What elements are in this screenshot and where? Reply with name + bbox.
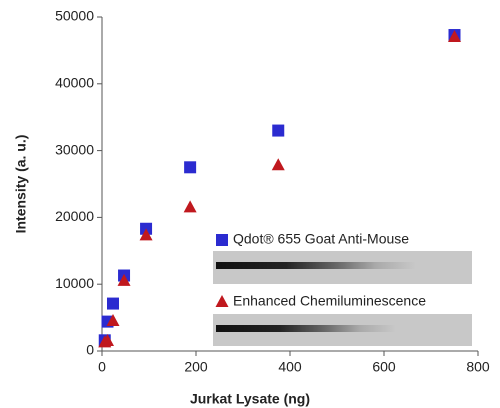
point	[183, 200, 197, 213]
x-tick-label: 400	[278, 359, 302, 375]
point	[448, 30, 461, 43]
point	[117, 273, 131, 286]
point	[100, 333, 114, 346]
point	[271, 158, 285, 171]
y-tick-label: 10000	[55, 275, 94, 291]
legend-marker	[215, 295, 229, 307]
legend-label: Enhanced Chemiluminescence	[233, 293, 426, 309]
point	[106, 297, 119, 310]
y-tick-label: 40000	[55, 75, 94, 91]
legend-marker	[216, 234, 228, 246]
x-tick-label: 800	[466, 359, 490, 375]
blot-bands	[216, 262, 416, 269]
point	[272, 124, 285, 137]
point	[184, 161, 197, 174]
y-tick-label: 30000	[55, 141, 94, 157]
y-tick-label: 50000	[55, 8, 94, 24]
x-axis-label: Jurkat Lysate (ng)	[190, 391, 310, 407]
x-tick-label: 200	[184, 359, 208, 375]
y-tick-label: 20000	[55, 208, 94, 224]
point	[139, 228, 153, 241]
x-tick-label: 600	[372, 359, 396, 375]
y-axis-label: Intensity (a. u.)	[13, 135, 29, 234]
y-tick-label: 0	[86, 342, 94, 358]
x-tick-label: 0	[98, 359, 106, 375]
point	[106, 313, 120, 326]
blot-bands	[216, 325, 396, 332]
legend-label: Qdot® 655 Goat Anti-Mouse	[233, 231, 409, 247]
